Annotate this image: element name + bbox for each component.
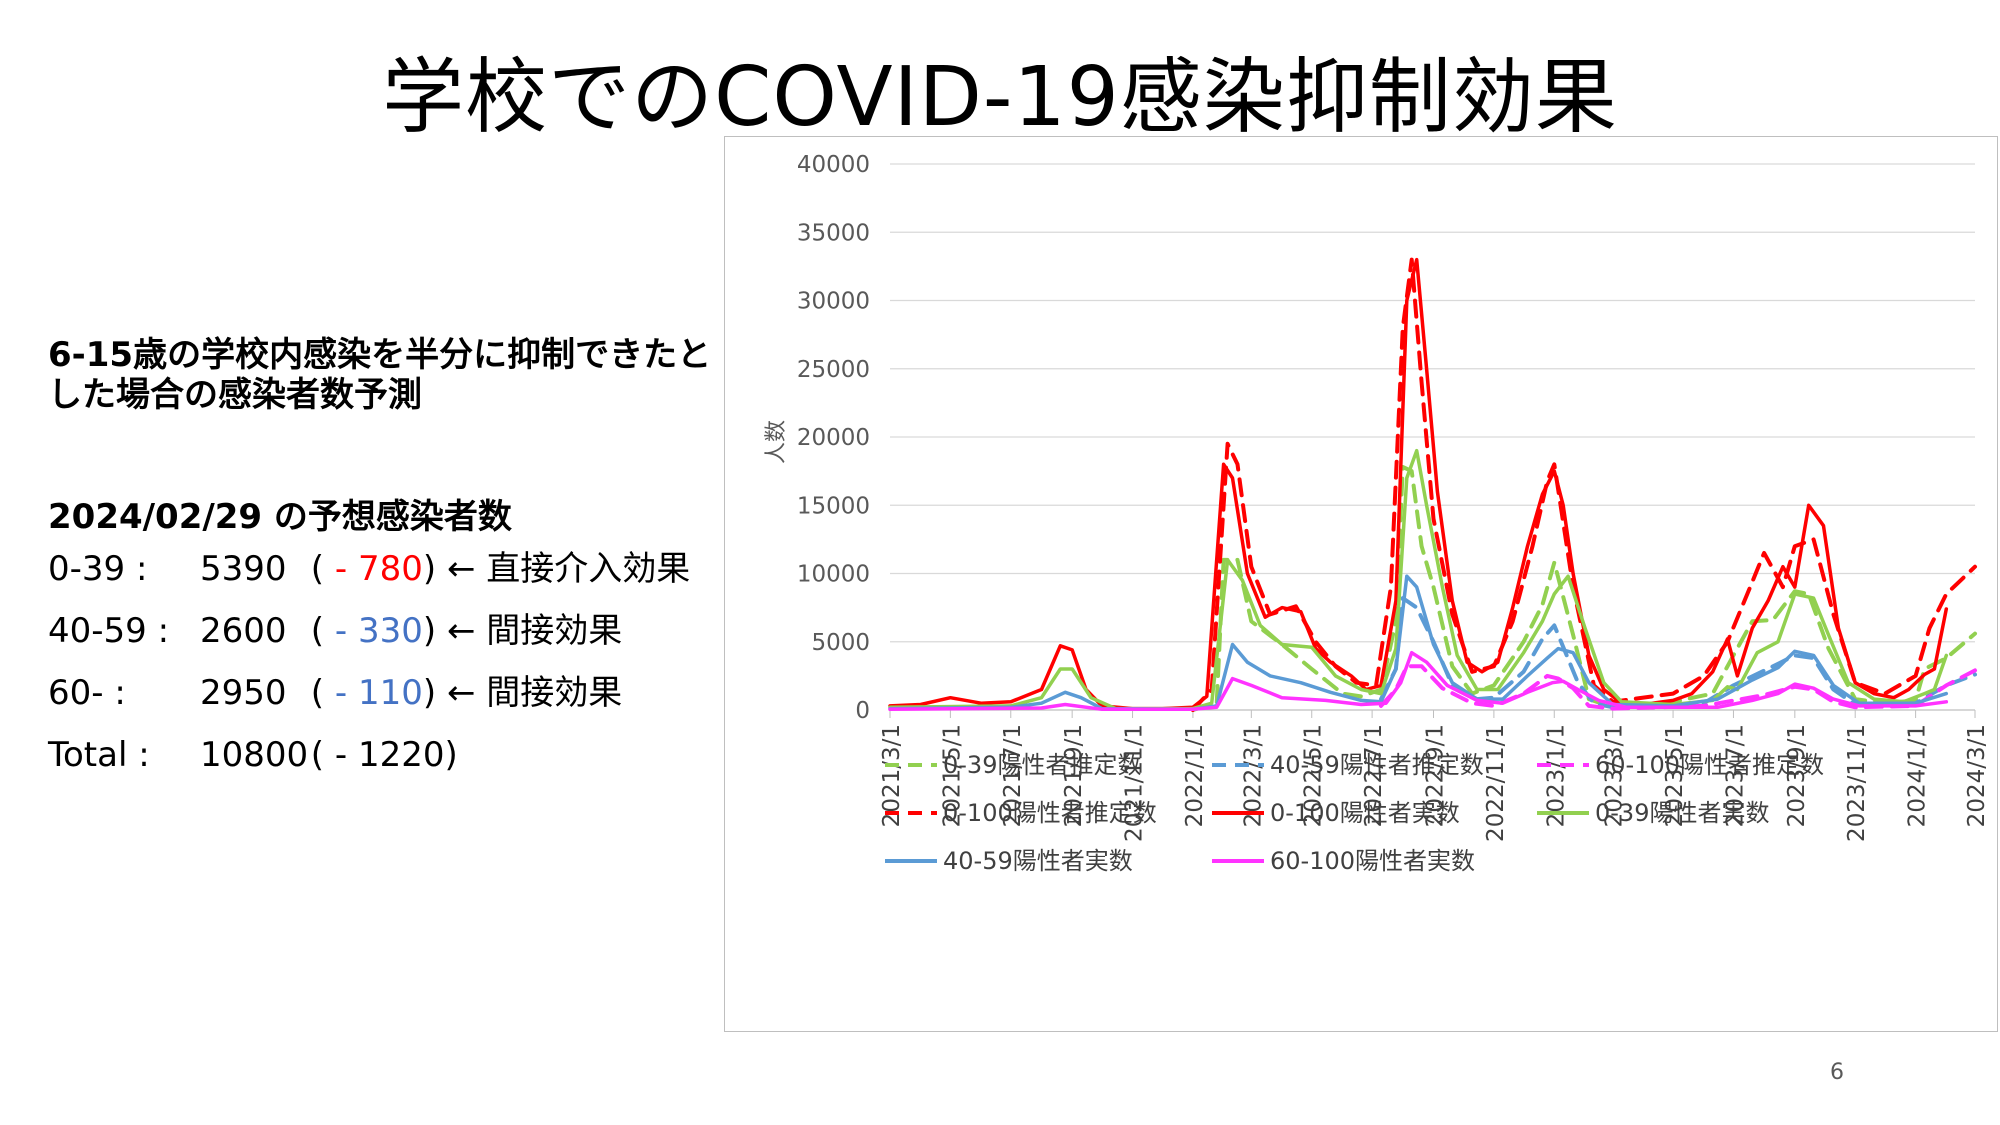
- prediction-effect: ← 間接効果: [446, 673, 623, 713]
- x-tick-label: 2021/7/1: [1000, 724, 1026, 827]
- y-tick-label: 35000: [797, 220, 870, 246]
- intro-text: 6-15歳の学校内感染を半分に抑制できたとした場合の感染者数予測: [48, 335, 712, 415]
- y-tick-label: 25000: [797, 357, 870, 383]
- legend-label: 40-59陽性者推定数: [1270, 751, 1484, 779]
- legend-label: 60-100陽性者実数: [1270, 847, 1475, 875]
- legend-label: 0-100陽性者実数: [1270, 799, 1460, 827]
- y-tick-label: 20000: [797, 425, 870, 451]
- slide-title: 学校でのCOVID-19感染抑制効果: [382, 50, 1618, 145]
- x-tick-label: 2023/1/1: [1543, 724, 1569, 827]
- prediction-delta: - 780: [334, 549, 423, 589]
- prediction-age-label: 0-39 :: [48, 549, 148, 589]
- prediction-value: 2950: [200, 673, 287, 713]
- legend-label: 0-100陽性者推定数: [943, 799, 1157, 827]
- x-tick-label: 2022/11/1: [1483, 724, 1509, 842]
- y-tick-labels: 0 5000 10000 15000 20000 25000 30000 35000 40000: [797, 152, 870, 724]
- left-panel: 6-15歳の学校内感染を半分に抑制できたとした場合の感染者数予測 2024/02…: [48, 335, 728, 786]
- prediction-effect: ← 間接効果: [446, 611, 623, 651]
- prediction-row: 40-59 : 2600 ( - 330) ← 間接効果: [48, 600, 728, 662]
- x-tick-label: 2022/1/1: [1182, 724, 1208, 827]
- x-tick-label: 2022/5/1: [1301, 724, 1327, 827]
- prediction-age-label: 40-59 :: [48, 611, 170, 651]
- legend: 0-39陽性者推定数 40-59陽性者推定数 60-100陽性者推定数 0-100陽性…: [885, 751, 1824, 875]
- prediction-delta: - 330: [334, 611, 423, 651]
- series-line-7: [888, 650, 1949, 712]
- prediction-row: Total : 10800 ( - 1220): [48, 724, 728, 786]
- prediction-delta: - 110: [334, 673, 423, 713]
- x-tick-label: 2023/9/1: [1784, 724, 1810, 827]
- x-tick-label: 2024/1/1: [1905, 724, 1931, 827]
- prediction-age-label: 60- :: [48, 673, 126, 713]
- legend-label: 40-59陽性者実数: [943, 847, 1133, 875]
- prediction-row: 60- : 2950 ( - 110) ← 間接効果: [48, 662, 728, 724]
- chart-svg: 0 5000 10000 15000 20000 25000 30000 35000 40000…: [764, 152, 1990, 875]
- prediction-value: 2600: [200, 611, 287, 651]
- x-tick-label: 2023/3/1: [1602, 724, 1628, 827]
- y-axis-label: 人数: [764, 420, 789, 464]
- x-tick-label: 2022/9/1: [1422, 724, 1448, 827]
- x-tick-label: 2022/3/1: [1240, 724, 1266, 827]
- paren-open: (: [300, 611, 335, 651]
- series-lines: [888, 257, 1977, 712]
- legend-label: 60-100陽性者推定数: [1595, 751, 1824, 779]
- x-tick-label: 2023/7/1: [1722, 724, 1748, 827]
- prediction-effect: ← 直接介入効果: [446, 549, 691, 589]
- prediction-table: 0-39 :5390 ( - 780) ← 直接介入効果 40-59 :2600 …: [48, 538, 728, 786]
- y-tick-label: 15000: [797, 493, 870, 519]
- x-tick-label: 2021/5/1: [939, 724, 965, 827]
- series-line-5: [888, 448, 1949, 711]
- legend-label: 0-39陽性者実数: [1595, 799, 1769, 827]
- paren-close: ): [444, 735, 469, 775]
- prediction-value: 5390: [200, 549, 287, 589]
- prediction-row: 0-39 : 5390 ( - 780) ← 直接介入効果: [48, 538, 728, 600]
- x-tick-label: 2024/3/1: [1964, 724, 1990, 827]
- legend-label: 0-39陽性者推定数: [943, 751, 1141, 779]
- x-tick-label: 2021/11/1: [1122, 724, 1148, 842]
- paren-open: (: [300, 735, 335, 775]
- x-tick-label: 2023/11/1: [1844, 724, 1870, 842]
- x-tick-label: 2021/9/1: [1061, 724, 1087, 827]
- y-tick-label: 40000: [797, 152, 870, 178]
- y-tick-label: 5000: [811, 630, 870, 656]
- x-tick-label: 2021/3/1: [879, 724, 905, 827]
- series-line-2: [1379, 664, 1977, 711]
- paren-close: ): [422, 611, 447, 651]
- series-line-3: [1190, 257, 1977, 712]
- y-tick-label: 10000: [797, 562, 870, 588]
- chart-area: 0 5000 10000 15000 20000 25000 30000 35000 40000…: [724, 136, 1998, 1032]
- paren-close: ): [422, 549, 447, 589]
- page-number: 6: [1830, 1060, 1844, 1085]
- prediction-heading: 2024/02/29 の予想感染者数: [48, 497, 512, 537]
- prediction-value: 10800: [200, 735, 309, 775]
- prediction-age-label: Total :: [48, 735, 150, 775]
- y-tick-label: 0: [855, 698, 870, 724]
- x-tick-label: 2023/5/1: [1662, 724, 1688, 827]
- paren-open: (: [300, 549, 335, 589]
- paren-open: (: [300, 673, 335, 713]
- paren-close: ): [422, 673, 447, 713]
- y-tick-label: 30000: [797, 289, 870, 315]
- prediction-delta: - 1220: [334, 735, 445, 775]
- x-tick-label: 2022/7/1: [1361, 724, 1387, 827]
- x-tick-labels: 2021/3/1 2021/5/1 2021/7/1 2021/9/1 2021/11/…: [879, 710, 1990, 842]
- series-line-0: [1190, 465, 1977, 712]
